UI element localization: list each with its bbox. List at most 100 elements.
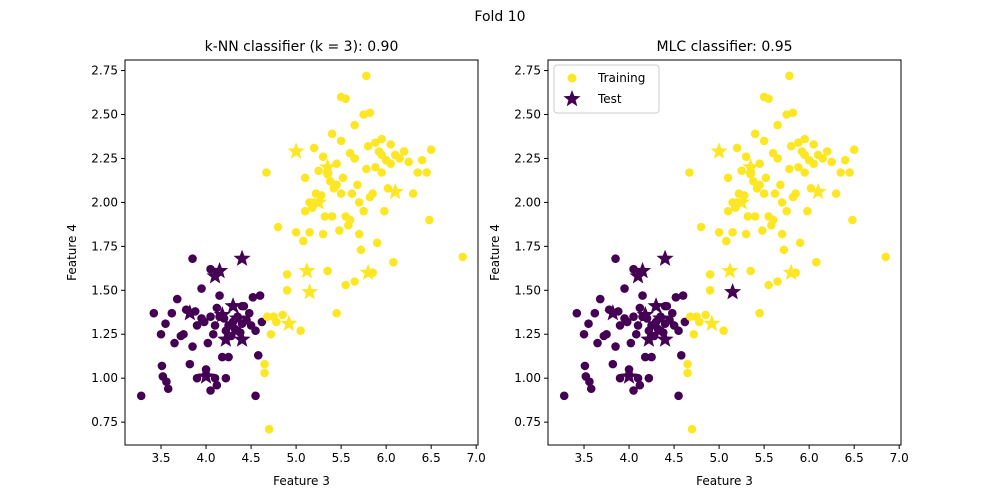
training-point — [172, 294, 182, 304]
training-point — [338, 173, 348, 183]
training-point — [732, 143, 742, 153]
training-point — [425, 215, 434, 225]
training-point — [136, 391, 146, 401]
training-point — [629, 264, 638, 274]
training-point — [347, 189, 357, 198]
training-point — [572, 308, 582, 318]
training-point — [350, 277, 359, 286]
test-point — [647, 297, 665, 314]
training-point — [635, 303, 645, 313]
training-point — [162, 377, 171, 387]
training-point — [678, 291, 688, 300]
training-point — [314, 166, 323, 176]
x-tick-label: 6.0 — [800, 451, 819, 465]
legend-box — [553, 64, 660, 114]
training-point — [671, 293, 681, 302]
test-point — [210, 261, 229, 279]
x-tick-label: 4.5 — [242, 451, 261, 465]
training-point — [332, 308, 341, 318]
training-point — [332, 180, 341, 190]
training-point — [687, 424, 697, 434]
test-point — [652, 309, 670, 326]
training-point — [674, 326, 683, 336]
training-point — [559, 391, 569, 401]
test-point — [181, 304, 199, 321]
test-point — [710, 142, 728, 159]
training-point — [777, 198, 787, 207]
training-point — [341, 94, 350, 103]
training-point — [262, 312, 272, 321]
training-point — [800, 134, 809, 144]
training-point — [701, 310, 710, 320]
training-point — [262, 168, 271, 177]
training-point — [590, 308, 600, 318]
training-point — [758, 226, 767, 235]
training-point — [629, 312, 638, 321]
training-point — [417, 155, 427, 165]
training-point — [633, 321, 643, 330]
y-tick-label: 1.25 — [514, 327, 541, 341]
training-point — [163, 384, 173, 394]
test-point — [703, 314, 721, 331]
training-point — [622, 317, 632, 327]
test-point — [809, 182, 827, 200]
training-point — [296, 326, 305, 336]
test-point — [636, 305, 654, 323]
x-tick-label: 3.5 — [151, 451, 170, 465]
legend: Training Test — [553, 64, 660, 114]
x-tick-label: 4.5 — [665, 451, 684, 465]
test-point — [604, 304, 622, 321]
training-point — [840, 155, 850, 165]
training-point — [615, 321, 625, 330]
training-point — [359, 206, 368, 216]
training-point — [318, 152, 328, 161]
training-point — [356, 245, 366, 255]
training-point — [199, 317, 209, 327]
training-point — [777, 229, 787, 239]
training-point — [197, 284, 206, 293]
training-point — [372, 238, 382, 248]
training-point — [635, 380, 645, 390]
training-point — [335, 226, 344, 235]
training-point — [377, 134, 386, 144]
training-point — [696, 222, 706, 232]
test-point — [640, 330, 658, 347]
training-point — [248, 293, 258, 302]
training-point — [386, 140, 395, 149]
training-point — [836, 168, 845, 177]
training-point — [210, 373, 220, 383]
y-tick-label: 1.50 — [91, 283, 118, 297]
plot-panel-2: MLC classifier: 0.95 3.5 4.0 4.5 5.0 5.5 6.0 6.… — [488, 39, 909, 488]
y-tick-label: 2.50 — [514, 107, 541, 121]
training-point — [426, 145, 436, 154]
training-point — [750, 129, 760, 139]
y-tick-label: 1.75 — [91, 239, 118, 253]
training-point — [786, 141, 796, 151]
training-point — [676, 351, 686, 360]
training-point — [327, 212, 337, 221]
training-point — [782, 110, 791, 119]
training-point — [255, 291, 265, 300]
y-tick-label: 1.50 — [514, 283, 541, 297]
training-point — [362, 164, 371, 174]
training-point — [253, 351, 263, 360]
y-axis-label: Feature 4 — [488, 224, 502, 281]
training-point — [629, 386, 638, 395]
y-axis-label: Feature 4 — [65, 224, 79, 281]
training-point — [827, 157, 836, 167]
legend-label-training: Training — [597, 71, 645, 85]
panel-title: MLC classifier: 0.95 — [656, 39, 792, 55]
plot-panel-1: k-NN classifier (k = 3): 0.90 3.5 4.0 4.5 5.… — [65, 39, 486, 488]
x-tick-label: 4.0 — [619, 451, 638, 465]
test-point — [229, 309, 247, 326]
training-point — [685, 312, 695, 321]
training-point — [680, 317, 690, 327]
training-point — [257, 317, 267, 327]
y-tick-label: 2.00 — [91, 195, 118, 209]
training-point — [728, 227, 737, 237]
training-point — [845, 168, 854, 177]
training-point — [773, 277, 782, 286]
test-point — [287, 142, 305, 159]
training-point — [408, 189, 418, 198]
training-point — [192, 321, 202, 330]
